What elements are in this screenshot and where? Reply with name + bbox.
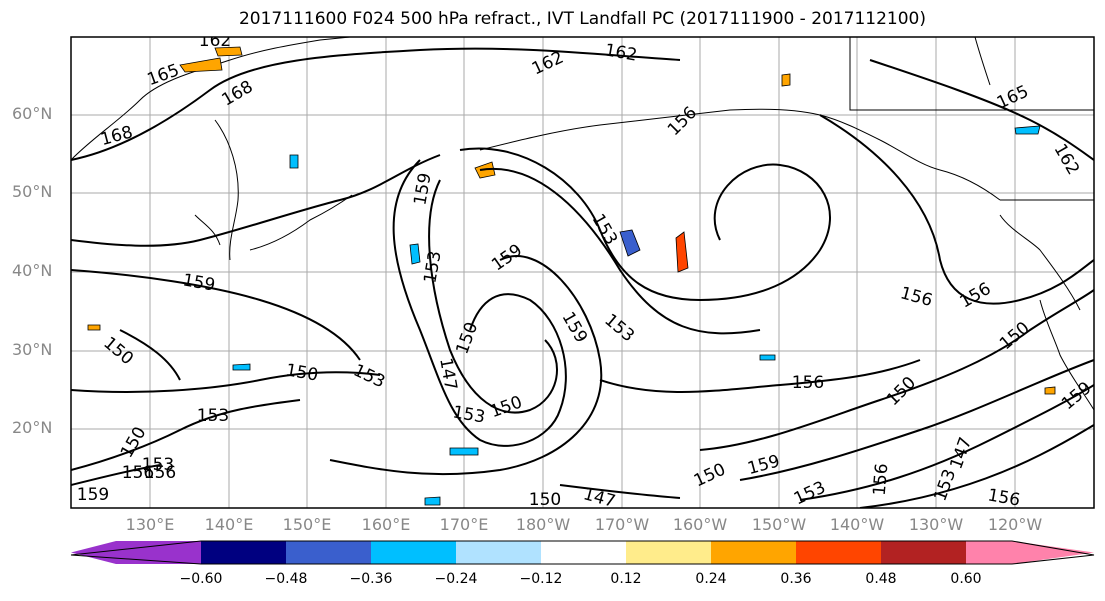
colorbar-tick-label: 0.48 [865, 571, 897, 587]
contour-label: 153 [197, 406, 229, 426]
colorbar-tick-label: 0.36 [780, 571, 812, 587]
contour-label: 150 [529, 490, 561, 510]
colorbar-tick-label: 0.12 [610, 571, 642, 587]
colorbar-tick-label: −0.48 [264, 571, 308, 587]
colorbar-segment [541, 541, 626, 564]
lon-label: 150°E [282, 515, 332, 534]
colorbar-tick-label: 0.60 [950, 571, 982, 587]
lon-label: 160°E [361, 515, 411, 534]
contour-label: 156 [986, 485, 1021, 510]
contour-label: 153 [142, 455, 174, 475]
lon-label: 130°W [908, 515, 964, 534]
map-gridlines [71, 37, 1094, 508]
colorbar-segment [116, 541, 201, 564]
lat-label: 40°N [12, 261, 53, 280]
colorbar-segment [201, 541, 286, 564]
colorbar-segment [966, 541, 1012, 564]
height-contours [71, 47, 1094, 508]
contour-label: 156 [122, 463, 154, 483]
contour-label: 156 [144, 463, 176, 483]
lon-label: 140°E [204, 515, 254, 534]
colorbar-segment [711, 541, 796, 564]
figure-title: 2017111600 F024 500 hPa refract., IVT La… [238, 9, 926, 29]
map-frame [70, 36, 1095, 509]
lat-label: 60°N [12, 104, 53, 123]
colorbar-segment [881, 541, 966, 564]
colorbar-tick-label: −0.24 [434, 571, 478, 587]
colorbar-segment [286, 541, 371, 564]
colorbar-tick-label: −0.60 [179, 571, 223, 587]
contour-label: 162 [199, 31, 231, 51]
lon-label: 140°W [829, 515, 885, 534]
colorbar-segment [456, 541, 541, 564]
colorbar-segment [626, 541, 711, 564]
colorbar-tick-label: −0.36 [349, 571, 393, 587]
lon-label: 170°W [594, 515, 650, 534]
coastlines [71, 37, 1094, 411]
lon-label: 120°W [987, 515, 1043, 534]
lon-label: 180°W [515, 515, 571, 534]
lat-label: 50°N [12, 182, 53, 201]
lat-label: 20°N [12, 418, 53, 437]
contour-label: 147 [581, 484, 618, 512]
colorbar-tick-label: −0.12 [519, 571, 563, 587]
lon-label: 150°W [751, 515, 807, 534]
colorbar-extend-high [1012, 541, 1094, 564]
lon-label: 160°W [672, 515, 728, 534]
colorbar-segment [796, 541, 881, 564]
contour-label: 156 [792, 373, 824, 393]
lon-label: 130°E [125, 515, 175, 534]
contour-label: 159 [77, 485, 109, 505]
lat-label: 30°N [12, 340, 53, 359]
colorbar-tick-label: 0.24 [695, 571, 727, 587]
colorbar-outline [70, 540, 1095, 565]
colorbar-segment [371, 541, 456, 564]
lon-label: 170°E [439, 515, 489, 534]
contour-label: 156 [870, 463, 893, 497]
